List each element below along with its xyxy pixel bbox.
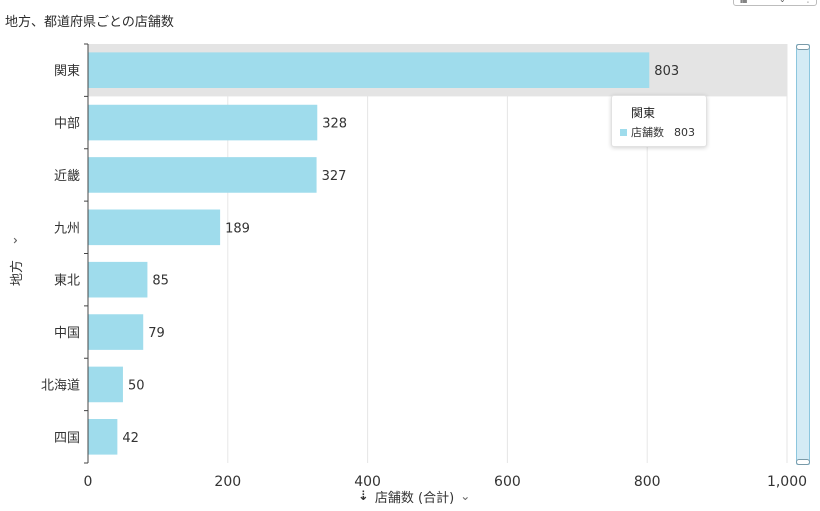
bar[interactable] xyxy=(88,157,317,193)
chart-title: 地方、都道府県ごとの店舗数 xyxy=(5,15,174,30)
bar[interactable] xyxy=(88,52,650,88)
x-tick-label: 1,000 xyxy=(767,474,807,490)
more-options-icon[interactable]: ⋮ xyxy=(804,0,812,4)
x-axis-title: 店舗数 (合計) xyxy=(374,490,455,506)
x-tick-label: 400 xyxy=(354,474,381,490)
x-tick-label: 600 xyxy=(494,474,521,490)
bar-value-label: 803 xyxy=(654,64,679,79)
bar[interactable] xyxy=(88,314,144,350)
y-tick-label[interactable]: 関東 xyxy=(54,63,80,79)
y-tick-label[interactable]: 中国 xyxy=(54,326,80,341)
scrollbar-bottom-handle[interactable] xyxy=(796,459,810,465)
visual-header-toolbar[interactable]: ▦ ⌄ ⋮ xyxy=(733,0,817,6)
focus-mode-icon[interactable]: ▦ xyxy=(740,0,748,4)
bar-value-label: 50 xyxy=(128,378,145,393)
tooltip: 関東 店舗数 803 xyxy=(611,95,707,147)
y-tick-label[interactable]: 四国 xyxy=(54,431,80,446)
y-tick-label[interactable]: 近畿 xyxy=(54,169,80,184)
bar[interactable] xyxy=(88,209,221,246)
bar-value-label: 328 xyxy=(322,117,347,132)
vertical-scrollbar[interactable] xyxy=(796,44,810,465)
bar[interactable] xyxy=(88,366,123,403)
filter-icon[interactable]: ⌄ xyxy=(779,0,786,4)
tooltip-value: 803 xyxy=(674,125,695,139)
tooltip-swatch xyxy=(620,128,627,136)
bars: 803 328 327 189 85 79 50 42 xyxy=(88,52,679,455)
x-tick-label: 0 xyxy=(84,474,93,490)
x-tick-label: 800 xyxy=(634,474,661,490)
scrollbar-top-handle[interactable] xyxy=(796,44,810,50)
x-axis-title-group[interactable]: ⇣ 店舗数 (合計) ⌄ xyxy=(358,486,470,506)
y-tick-label[interactable]: 九州 xyxy=(54,221,80,236)
x-tick-label: 200 xyxy=(214,474,241,490)
bar-value-label: 189 xyxy=(225,221,250,236)
bar-value-label: 85 xyxy=(152,274,169,289)
bar-value-label: 79 xyxy=(148,326,165,341)
y-tick-label[interactable]: 中部 xyxy=(54,117,80,132)
bar-value-label: 327 xyxy=(322,169,347,184)
tooltip-row: 店舗数 803 xyxy=(620,124,695,140)
bar-value-label: 42 xyxy=(122,431,139,446)
y-tick-label[interactable]: 東北 xyxy=(54,273,80,289)
bar[interactable] xyxy=(88,261,148,298)
x-axis-chevron-down-icon[interactable]: ⌄ xyxy=(460,489,471,503)
sort-descending-icon[interactable]: ⇣ xyxy=(358,488,369,504)
tooltip-title: 関東 xyxy=(631,106,656,120)
bar[interactable] xyxy=(88,104,318,141)
tooltip-series-name: 店舗数 xyxy=(631,126,664,139)
bar[interactable] xyxy=(88,419,118,455)
y-tick-label[interactable]: 北海道 xyxy=(41,378,80,393)
